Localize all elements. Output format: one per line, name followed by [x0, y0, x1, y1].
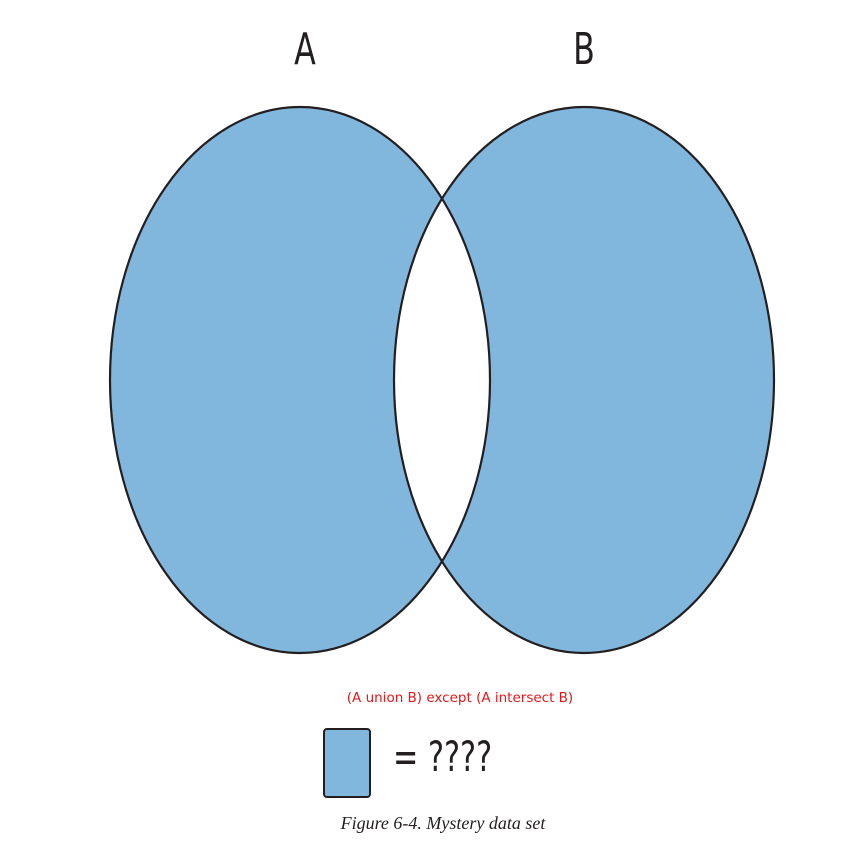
figure-caption: Figure 6-4. Mystery data set: [340, 813, 546, 833]
set-a-outline: [108, 105, 492, 655]
legend-text: = ????: [393, 732, 493, 781]
set-b-outline: [392, 105, 776, 655]
set-a-label: A: [294, 24, 316, 75]
legend-swatch: [323, 728, 371, 798]
set-b-circle: [394, 107, 774, 653]
set-expression-annotation: (A union B) except (A intersect B): [346, 690, 574, 706]
set-a-circle: [110, 107, 490, 653]
set-b-label: B: [573, 24, 595, 75]
